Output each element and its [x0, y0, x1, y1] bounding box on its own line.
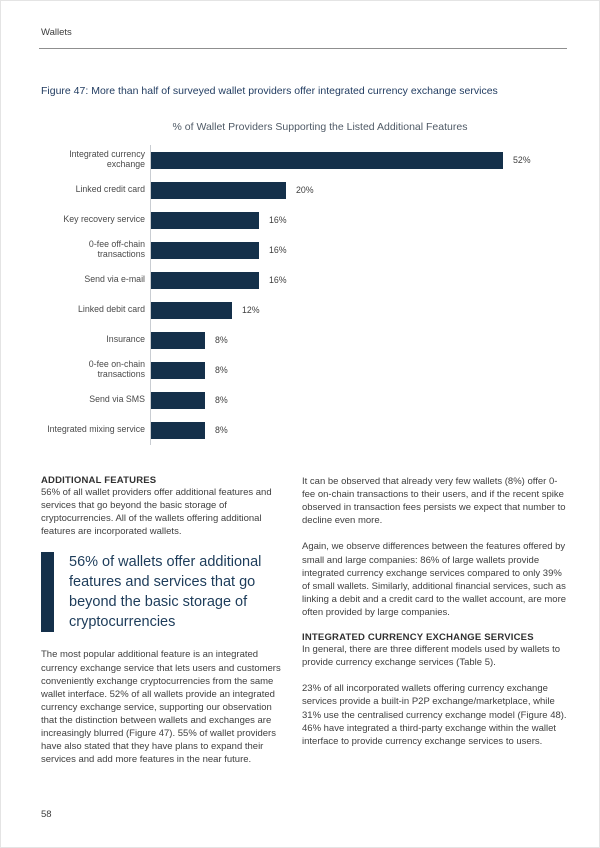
paragraph: 56% of all wallet providers offer additi… — [41, 487, 272, 538]
chart-value-label: 8% — [215, 425, 228, 435]
paragraph: The most popular additional feature is a… — [41, 649, 281, 766]
section-heading-additional-features: ADDITIONAL FEATURES — [41, 475, 157, 486]
chart-bar-row: Insurance 8% — [41, 325, 569, 355]
chart-bar-area: 8% — [150, 385, 569, 415]
chart-category-label: Key recovery service — [63, 214, 145, 225]
chart-bar-area: 8% — [150, 415, 569, 445]
bar-chart: % of Wallet Providers Supporting the Lis… — [41, 121, 569, 445]
chart-bar — [151, 331, 205, 349]
chart-bar-area: 20% — [150, 175, 569, 205]
chart-bar-area: 8% — [150, 325, 569, 355]
page-number: 58 — [41, 809, 52, 820]
chart-category-label: 0-fee off-chain transactions — [88, 239, 145, 259]
chart-value-label: 12% — [242, 305, 260, 315]
chart-category-label: Integrated currency exchange — [69, 149, 145, 169]
quote-text: 56% of wallets offer additional features… — [69, 554, 262, 631]
chart-category-label: Send via SMS — [89, 394, 145, 405]
chart-category-label: Send via e-mail — [84, 274, 145, 285]
chart-bar-row: Integrated currency exchange 52% — [41, 145, 569, 175]
section-heading-integrated-currency-exchange: INTEGRATED CURRENCY EXCHANGE SERVICES — [302, 632, 534, 644]
chart-bar-area: 12% — [150, 295, 569, 325]
chart-bar-row: Integrated mixing service 8% — [41, 415, 569, 445]
chart-value-label: 52% — [513, 155, 531, 165]
chart-bar — [151, 391, 205, 409]
paragraph: 23% of all incorporated wallets offering… — [302, 683, 567, 747]
chart-title: % of Wallet Providers Supporting the Lis… — [172, 121, 468, 133]
chart-bar — [151, 241, 259, 259]
chart-bar-row: Send via SMS 8% — [41, 385, 569, 415]
pull-quote: 56% of wallets offer additional features… — [41, 552, 289, 633]
chart-bar — [151, 421, 205, 439]
chart-value-label: 16% — [269, 215, 287, 225]
left-column: ADDITIONAL FEATURES 56% of all wallet pr… — [41, 475, 289, 779]
chart-bar-row: 0-fee off-chain transactions 16% — [41, 235, 569, 265]
chart-category-label: Linked debit card — [78, 304, 145, 315]
running-header: Wallets — [41, 27, 72, 38]
chart-rows: Integrated currency exchange 52% Linked cr… — [41, 145, 569, 445]
chart-bar — [151, 151, 503, 169]
chart-category-label: 0-fee on-chain transactions — [88, 359, 145, 379]
chart-bar-area: 16% — [150, 205, 569, 235]
chart-bar — [151, 181, 286, 199]
chart-category-label: Insurance — [106, 334, 145, 345]
quote-accent-bar — [41, 552, 54, 633]
chart-bar — [151, 211, 259, 229]
chart-bar-area: 8% — [150, 355, 569, 385]
chart-bar — [151, 361, 205, 379]
chart-category-label: Linked credit card — [75, 184, 145, 195]
header-divider — [39, 48, 567, 49]
chart-bar-row: 0-fee on-chain transactions 8% — [41, 355, 569, 385]
chart-value-label: 8% — [215, 395, 228, 405]
chart-bar-row: Send via e-mail 16% — [41, 265, 569, 295]
chart-bar — [151, 301, 232, 319]
body-columns: ADDITIONAL FEATURES 56% of all wallet pr… — [41, 475, 567, 779]
chart-bar — [151, 271, 259, 289]
chart-value-label: 8% — [215, 335, 228, 345]
paragraph: Again, we observe differences between th… — [302, 541, 567, 618]
chart-bar-area: 52% — [150, 145, 569, 175]
right-column: It can be observed that already very few… — [302, 475, 567, 779]
chart-bar-row: Linked debit card 12% — [41, 295, 569, 325]
chart-value-label: 16% — [269, 275, 287, 285]
chart-category-label: Integrated mixing service — [47, 424, 145, 435]
chart-bar-area: 16% — [150, 235, 569, 265]
chart-bar-row: Key recovery service 16% — [41, 205, 569, 235]
chart-value-label: 8% — [215, 365, 228, 375]
figure-caption: Figure 47: More than half of surveyed wa… — [41, 85, 498, 97]
paragraph: It can be observed that already very few… — [302, 476, 566, 527]
chart-value-label: 20% — [296, 185, 314, 195]
paragraph: In general, there are three different mo… — [302, 644, 561, 669]
chart-bar-row: Linked credit card 20% — [41, 175, 569, 205]
chart-bar-area: 16% — [150, 265, 569, 295]
chart-value-label: 16% — [269, 245, 287, 255]
